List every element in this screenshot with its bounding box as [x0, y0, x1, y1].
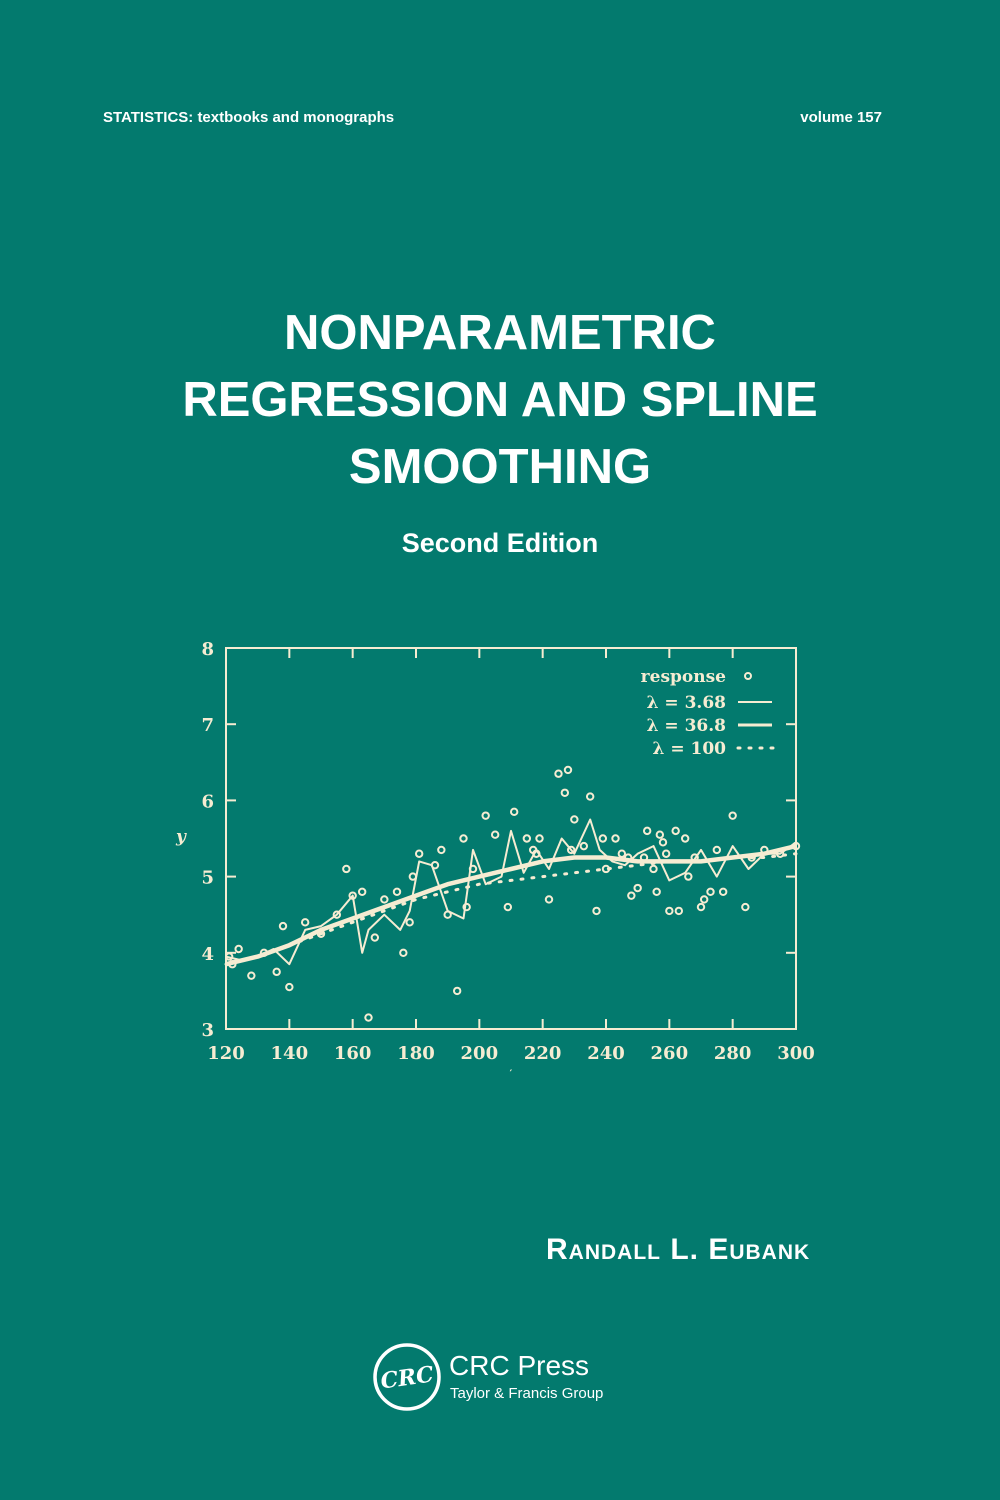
svg-text:220: 220: [524, 1043, 562, 1064]
svg-text:4: 4: [201, 944, 214, 965]
svg-text:CRC: CRC: [379, 1361, 436, 1394]
volume-label: volume 157: [800, 109, 882, 126]
author-name: Randall L. Eubank: [546, 1233, 811, 1266]
svg-text:240: 240: [587, 1043, 625, 1064]
y-axis-label: y: [175, 827, 187, 847]
svg-text:′: ′: [510, 1069, 513, 1080]
smoothing-curves: [224, 818, 798, 967]
publisher-name: CRC Press: [449, 1350, 590, 1381]
svg-text:8: 8: [201, 639, 214, 660]
title-line-1: NONPARAMETRIC: [284, 306, 716, 360]
svg-text:160: 160: [334, 1043, 372, 1064]
title-line-2: REGRESSION AND SPLINE: [182, 373, 818, 427]
response-points: [224, 765, 801, 1022]
svg-text:5: 5: [201, 868, 214, 889]
svg-text:120: 120: [207, 1043, 245, 1064]
edition-label: Second Edition: [401, 528, 599, 558]
crc-logo-icon: CRC: [373, 1343, 441, 1411]
svg-text:280: 280: [714, 1043, 752, 1064]
svg-text:200: 200: [461, 1043, 499, 1064]
svg-text:6: 6: [201, 791, 214, 812]
svg-text:180: 180: [397, 1043, 435, 1064]
svg-text:λ = 36.8: λ = 36.8: [647, 716, 726, 736]
publisher-group: Taylor & Francis Group: [450, 1385, 604, 1402]
series-label: STATISTICS: textbooks and monographs: [103, 109, 395, 126]
svg-text:3: 3: [201, 1020, 214, 1041]
book-title: NONPARAMETRIC REGRESSION AND SPLINE SMOO…: [0, 300, 1000, 501]
svg-text:response: response: [641, 667, 726, 687]
svg-text:7: 7: [201, 715, 214, 736]
svg-text:260: 260: [651, 1043, 689, 1064]
axis-tick-labels: 120 140 160 180 200 220 240 260 280 300 3 4 5 6 7 8 ′: [201, 639, 814, 1080]
svg-text:140: 140: [271, 1043, 309, 1064]
svg-text:λ = 100: λ = 100: [653, 739, 727, 759]
title-line-3: SMOOTHING: [348, 440, 652, 494]
chart-legend: response λ = 3.68 λ = 36.8 λ = 100: [641, 667, 777, 759]
svg-text:300: 300: [777, 1043, 815, 1064]
svg-text:λ = 3.68: λ = 3.68: [647, 693, 726, 713]
